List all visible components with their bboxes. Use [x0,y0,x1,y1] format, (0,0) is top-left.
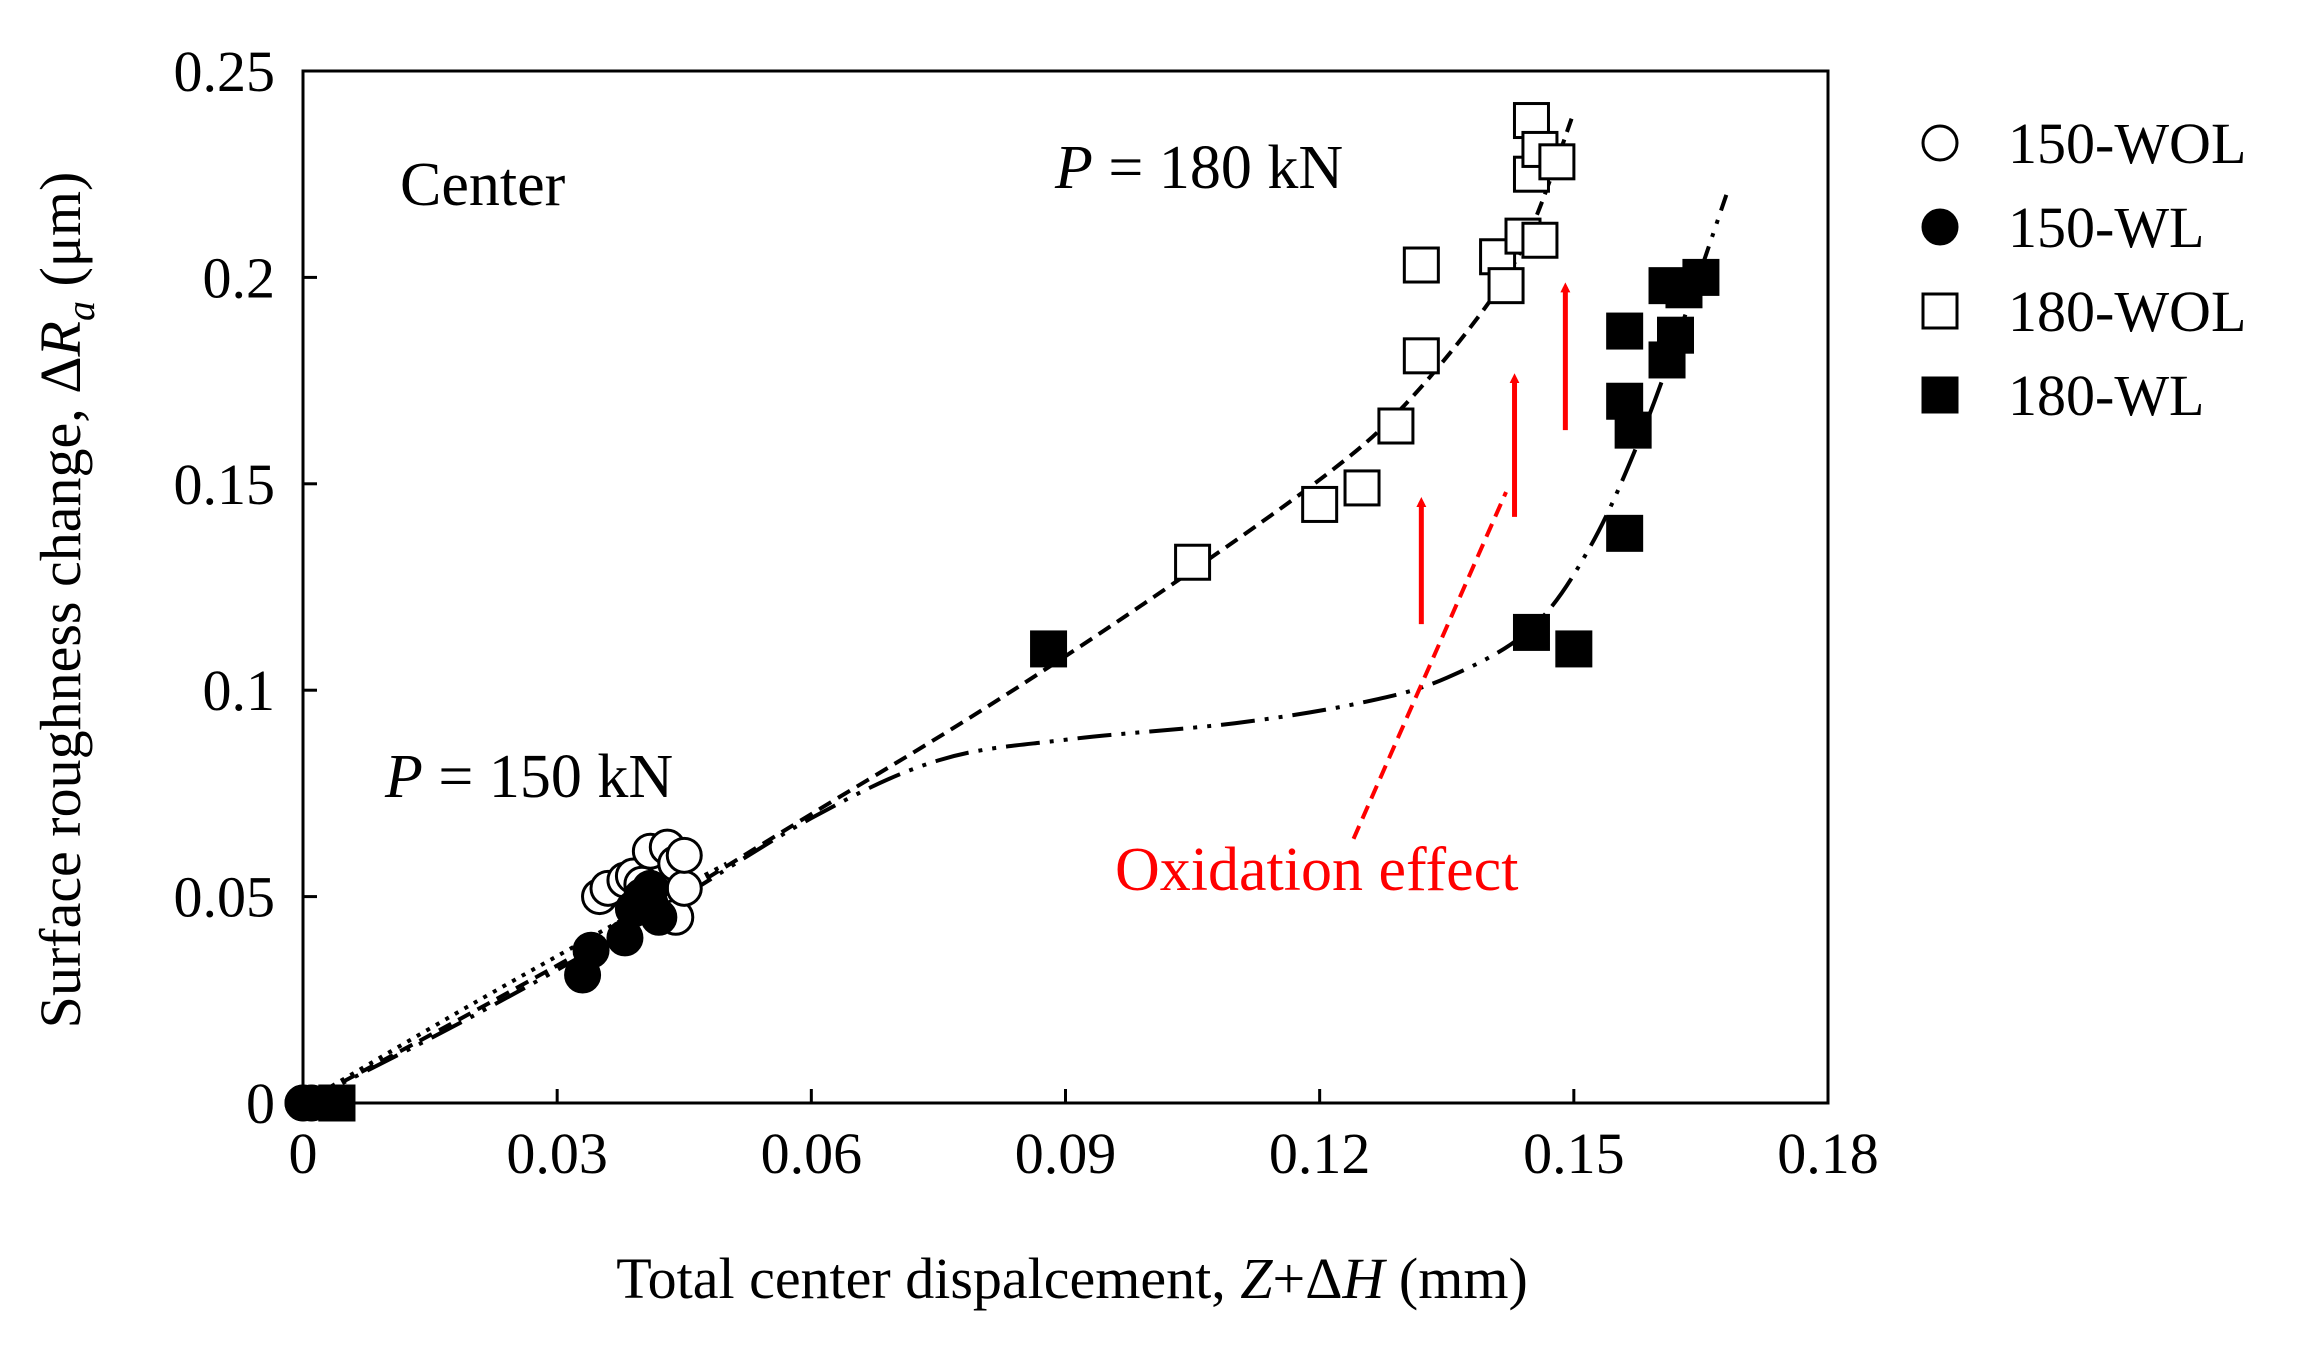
x-tick-label: 0.12 [1269,1121,1371,1186]
p150-label: P = 150 kN [384,743,673,811]
marker-180-wol [1402,337,1440,375]
y-tick-label: 0.05 [174,865,276,930]
marker-180-wol [1521,221,1559,259]
x-axis-ticks: 0 0.03 0.06 0.09 0.12 0.15 0.18 [289,1089,1879,1186]
trend-line [302,111,1576,1105]
x-tick-label: 0.15 [1523,1121,1625,1186]
legend-marker-150-wl [1921,208,1959,246]
marker-180-wl [318,1084,356,1122]
legend-label-150-wl: 150-WL [2008,195,2205,260]
marker-180-wl [1606,514,1644,552]
legend-label-180-wl: 180-WL [2008,363,2205,428]
marker-180-wol [1174,543,1212,581]
y-tick-label: 0 [246,1071,275,1136]
x-tick-label: 0.09 [1015,1121,1117,1186]
legend-marker-180-wol [1921,292,1959,330]
x-tick-label: 0.03 [506,1121,608,1186]
data-markers [284,102,1720,1122]
marker-180-wl [1614,411,1652,449]
legend-marker-150-wol [1921,124,1959,162]
x-axis-title: Total center dispalcement, Z+ΔH (mm) [616,1246,1528,1311]
oxidation-pointer-line [1351,491,1508,840]
plot-frame [301,69,1830,1105]
marker-180-wl [1512,613,1550,651]
y-tick-label: 0.2 [203,245,276,310]
x-tick-label: 0.18 [1777,1121,1879,1186]
y-tick-label: 0.25 [174,39,276,104]
trend-line [302,194,1729,1105]
y-axis-title: Surface roughness change, ΔRa (μm) [28,172,103,1029]
y-tick-label: 0.1 [203,658,276,723]
marker-180-wol [1402,246,1440,284]
legend: 150-WOL 150-WL 180-WOL 180-WL [1921,111,2246,428]
marker-180-wl [1657,316,1694,354]
marker-150-wl [640,898,678,936]
marker-180-wol [1343,469,1381,507]
oxidation-effect-label: Oxidation effect [1115,836,1518,904]
legend-label-180-wol: 180-WOL [2008,279,2246,344]
region-label: Center [400,151,566,219]
marker-180-wol [1487,267,1525,305]
marker-180-wol [1538,143,1576,181]
marker-150-wol [665,836,703,874]
marker-180-wl [1606,312,1644,350]
x-tick-label: 0 [289,1121,318,1186]
p180-label: P = 180 kN [1054,134,1343,202]
marker-150-wol [665,869,703,907]
marker-180-wl [1555,630,1593,668]
legend-label-150-wol: 150-WOL [2008,111,2246,176]
marker-180-wl [1682,258,1720,296]
oxidation-arrows [1351,282,1571,840]
y-tick-label: 0.15 [174,452,276,517]
legend-marker-180-wl [1921,376,1959,414]
marker-180-wol [1301,485,1339,523]
marker-180-wl [1030,630,1068,668]
marker-150-wl [572,931,610,969]
marker-180-wol [1377,407,1415,445]
x-tick-label: 0.06 [761,1121,863,1186]
y-axis-ticks: 0 0.05 0.1 0.15 0.2 0.25 [174,39,317,1136]
